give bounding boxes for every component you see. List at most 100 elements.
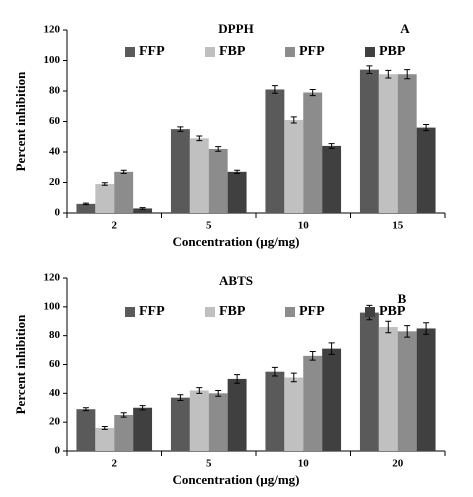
y-axis-label: Percent inhibition <box>13 314 28 415</box>
bar <box>208 148 228 213</box>
x-tick-label: 2 <box>112 220 118 232</box>
bar <box>76 409 96 451</box>
legend-label: FBP <box>219 44 246 59</box>
error-bar <box>215 146 222 152</box>
error-bar <box>177 394 184 402</box>
error-bar <box>120 412 127 418</box>
y-tick-label: 40 <box>49 387 61 399</box>
y-tick-label: 120 <box>44 24 61 36</box>
error-bar <box>309 351 316 361</box>
bar <box>303 92 323 213</box>
x-tick-label: 5 <box>206 458 212 470</box>
bar <box>189 138 209 213</box>
bar <box>378 74 398 213</box>
legend-swatch <box>125 47 135 57</box>
bar <box>114 414 134 451</box>
legend-label: PFP <box>299 44 325 59</box>
error-bar <box>271 85 278 94</box>
annotation: B <box>398 291 407 306</box>
error-bar <box>423 124 430 132</box>
chart-title: ABTS <box>219 273 253 288</box>
legend-label: FFP <box>139 44 165 59</box>
x-tick-label: 20 <box>392 458 404 470</box>
y-tick-label: 0 <box>55 207 61 219</box>
bar <box>359 69 379 214</box>
error-bar <box>385 320 392 334</box>
bar <box>95 427 115 451</box>
error-bar <box>290 116 297 124</box>
x-tick-label: 10 <box>298 458 310 470</box>
legend-label: PFP <box>299 304 325 319</box>
error-bar <box>404 69 411 80</box>
x-tick-label: 10 <box>298 220 310 232</box>
error-bar <box>196 135 203 142</box>
error-bar <box>82 202 89 206</box>
legend-swatch <box>365 307 375 317</box>
legend-swatch <box>125 307 135 317</box>
bar <box>397 74 417 213</box>
y-tick-label: 60 <box>49 115 61 127</box>
legend-swatch <box>205 47 215 57</box>
error-bar <box>366 65 373 74</box>
bar <box>284 377 304 451</box>
bar <box>189 390 209 451</box>
bar <box>208 393 228 451</box>
x-tick-label: 5 <box>206 220 212 232</box>
bar <box>95 184 115 213</box>
error-bar <box>196 387 203 394</box>
error-bar <box>290 372 297 383</box>
legend-label: FBP <box>219 304 246 319</box>
legend-label: PBP <box>379 304 406 319</box>
y-tick-label: 80 <box>49 85 61 97</box>
bar <box>227 378 247 451</box>
bar <box>133 208 153 213</box>
error-bar <box>404 325 411 338</box>
error-bar <box>120 169 127 174</box>
y-tick-label: 20 <box>49 176 61 188</box>
bar <box>416 328 436 451</box>
legend-label: FFP <box>139 304 165 319</box>
bar <box>378 327 398 451</box>
error-bar <box>101 425 108 430</box>
legend-swatch <box>365 47 375 57</box>
error-bar <box>328 342 335 355</box>
error-bar <box>139 207 146 210</box>
x-tick-label: 15 <box>392 220 404 232</box>
y-tick-label: 60 <box>49 358 61 370</box>
annotation: A <box>400 21 410 36</box>
error-bar <box>309 88 316 97</box>
y-axis-label: Percent inhibition <box>13 71 28 172</box>
error-bar <box>139 405 146 411</box>
y-tick-label: 20 <box>49 416 61 428</box>
legend-swatch <box>285 47 295 57</box>
x-axis-label: Concentration (µg/mg) <box>173 472 300 487</box>
bar <box>265 371 285 451</box>
y-tick-label: 40 <box>49 146 61 158</box>
error-bar <box>234 169 241 174</box>
bar <box>114 171 134 213</box>
chart-title: DPPH <box>218 21 253 36</box>
bar <box>170 397 190 451</box>
error-bar <box>234 374 241 384</box>
error-bar <box>215 389 222 397</box>
y-tick-label: 80 <box>49 329 61 341</box>
error-bar <box>423 322 430 335</box>
x-tick-label: 2 <box>112 458 118 470</box>
y-tick-label: 120 <box>44 272 61 284</box>
bar <box>76 203 96 213</box>
x-axis-label: Concentration (µg/mg) <box>173 234 300 249</box>
error-bar <box>385 69 392 79</box>
bar <box>284 119 304 213</box>
bar <box>322 145 342 213</box>
bar <box>133 407 153 451</box>
y-tick-label: 0 <box>55 445 61 457</box>
legend-swatch <box>205 307 215 317</box>
legend-label: PBP <box>379 44 406 59</box>
bar <box>265 89 285 213</box>
bar <box>322 348 342 451</box>
bar <box>227 171 247 213</box>
error-bar <box>177 126 184 132</box>
error-bar <box>101 182 108 186</box>
error-bar <box>82 407 89 412</box>
